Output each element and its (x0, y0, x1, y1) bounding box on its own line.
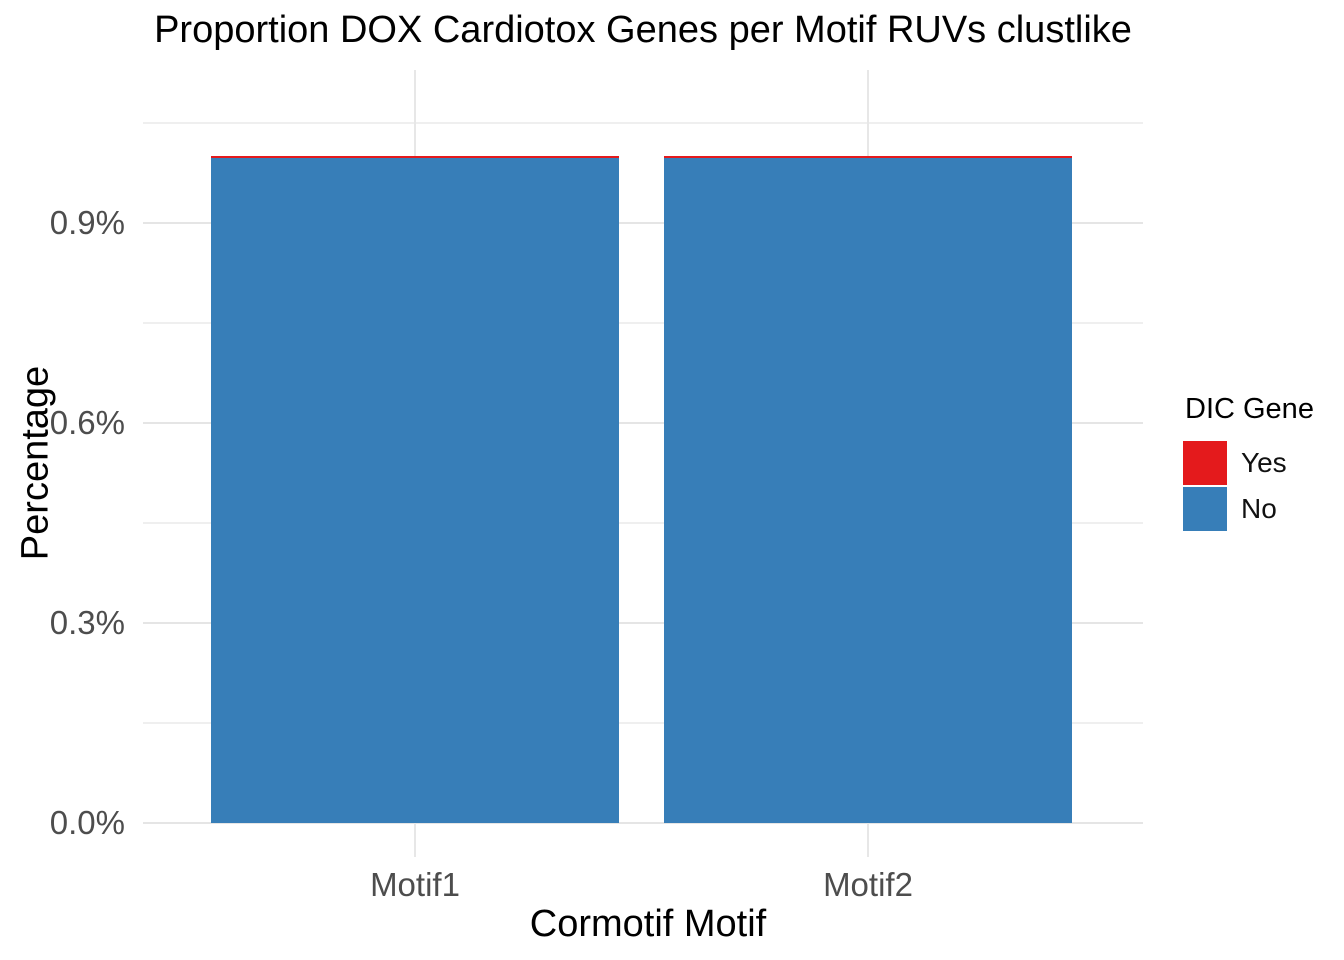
legend: DIC Gene Yes No (1183, 394, 1314, 533)
legend-key-no (1183, 487, 1227, 531)
gridline-minor-y (143, 121, 1143, 124)
gridline-minor-y (143, 721, 1143, 724)
gridline-minor-y (143, 321, 1143, 324)
gridline-major-y (143, 221, 1143, 224)
y-tick-label: 0.0% (49, 804, 125, 841)
gridline-major-y (143, 621, 1143, 624)
x-tick-label: Motif1 (370, 866, 460, 903)
bar-motif1-no (211, 158, 619, 823)
y-axis-title: Percentage (14, 365, 57, 561)
bar-motif1-yes (211, 156, 619, 159)
legend-title: DIC Gene (1185, 393, 1314, 425)
legend-label-yes: Yes (1241, 447, 1287, 478)
legend-entries: Yes No (1183, 441, 1314, 531)
gridline-major-y (143, 421, 1143, 424)
gridline-major-y (143, 821, 1143, 824)
legend-label-no: No (1241, 493, 1277, 524)
legend-entry-yes: Yes (1183, 441, 1314, 485)
y-tick-label: 0.3% (49, 604, 125, 641)
plot-panel (143, 69, 1143, 857)
bar-motif2-yes (664, 156, 1072, 159)
x-tick-label: Motif2 (823, 866, 913, 903)
bar-motif2-no (664, 158, 1072, 823)
x-axis-title: Cormotif Motif (529, 903, 767, 945)
chart-title: Proportion DOX Cardiotox Genes per Motif… (154, 9, 1132, 51)
legend-key-yes (1183, 441, 1227, 485)
gridline-minor-y (143, 521, 1143, 524)
y-tick-label: 0.9% (49, 204, 125, 241)
legend-entry-no: No (1183, 487, 1314, 531)
y-tick-label: 0.6% (49, 404, 125, 441)
